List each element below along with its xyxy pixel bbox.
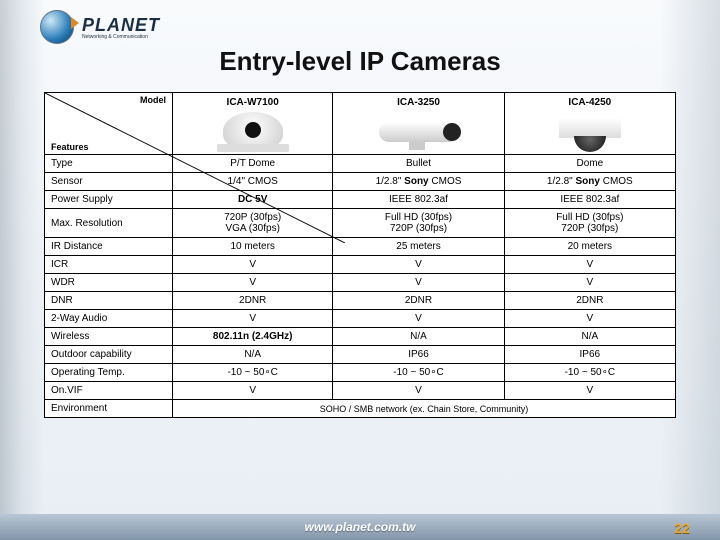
feature-value: Bullet	[333, 155, 504, 173]
feature-value: V	[173, 382, 333, 400]
table-row: On.VIFVVV	[45, 382, 676, 400]
background-left-strip	[0, 0, 45, 540]
feature-value: -10 ~ 50∘C	[333, 364, 504, 382]
feature-value: Full HD (30fps)720P (30fps)	[504, 209, 675, 238]
corner-cell: Model Features	[45, 93, 173, 155]
feature-label: Wireless	[45, 328, 173, 346]
feature-value: V	[504, 310, 675, 328]
environment-row: Environment SOHO / SMB network (ex. Chai…	[45, 400, 676, 418]
spec-table-container: Model Features ICA-W7100 ICA-3250 ICA-42…	[44, 92, 676, 418]
feature-value: 2DNR	[333, 292, 504, 310]
table-row: Power SupplyDC 5VIEEE 802.3afIEEE 802.3a…	[45, 191, 676, 209]
feature-value: 1/2.8" Sony CMOS	[333, 173, 504, 191]
feature-value: V	[504, 256, 675, 274]
feature-value: -10 ~ 50∘C	[173, 364, 333, 382]
feature-value: V	[333, 382, 504, 400]
table-header-row: Model Features ICA-W7100 ICA-3250 ICA-42…	[45, 93, 676, 155]
feature-label: Outdoor capability	[45, 346, 173, 364]
feature-value: V	[173, 274, 333, 292]
logo-text: PLANET	[82, 15, 160, 36]
feature-label: 2-Way Audio	[45, 310, 173, 328]
feature-value: 10 meters	[173, 238, 333, 256]
feature-value: V	[173, 310, 333, 328]
feature-value: N/A	[173, 346, 333, 364]
feature-label: Type	[45, 155, 173, 173]
feature-value: V	[333, 310, 504, 328]
feature-label: Sensor	[45, 173, 173, 191]
table-row: Outdoor capabilityN/AIP66IP66	[45, 346, 676, 364]
environment-value: SOHO / SMB network (ex. Chain Store, Com…	[173, 400, 676, 418]
feature-value: N/A	[333, 328, 504, 346]
feature-value: V	[333, 274, 504, 292]
feature-value: Dome	[504, 155, 675, 173]
feature-label: Max. Resolution	[45, 209, 173, 238]
title-bold: Entry-level	[219, 46, 352, 76]
table-row: IR Distance10 meters25 meters20 meters	[45, 238, 676, 256]
feature-label: Operating Temp.	[45, 364, 173, 382]
table-row: Operating Temp.-10 ~ 50∘C-10 ~ 50∘C-10 ~…	[45, 364, 676, 382]
table-row: Sensor1/4" CMOS1/2.8" Sony CMOS1/2.8" So…	[45, 173, 676, 191]
feature-label: IR Distance	[45, 238, 173, 256]
feature-label: DNR	[45, 292, 173, 310]
header-logo: PLANET Networking & Communication	[40, 10, 160, 44]
feature-value: N/A	[504, 328, 675, 346]
feature-value: 20 meters	[504, 238, 675, 256]
feature-value: V	[173, 256, 333, 274]
page-title: Entry-level IP Cameras	[0, 46, 720, 77]
table-row: Wireless802.11n (2.4GHz)N/AN/A	[45, 328, 676, 346]
model-col-1: ICA-3250	[333, 93, 504, 155]
feature-label: WDR	[45, 274, 173, 292]
spec-table: Model Features ICA-W7100 ICA-3250 ICA-42…	[44, 92, 676, 418]
table-row: DNR2DNR2DNR2DNR	[45, 292, 676, 310]
model-name-0: ICA-W7100	[227, 97, 279, 108]
feature-value: V	[504, 382, 675, 400]
model-name-1: ICA-3250	[397, 97, 440, 108]
corner-model-label: Model	[140, 95, 166, 105]
camera-dome-icon	[559, 118, 621, 138]
title-rest: IP Cameras	[352, 46, 500, 76]
camera-ptz-icon	[223, 112, 283, 150]
model-col-0: ICA-W7100	[173, 93, 333, 155]
footer-url: www.planet.com.tw	[305, 520, 416, 534]
feature-value: V	[333, 256, 504, 274]
feature-value: IP66	[333, 346, 504, 364]
feature-value: 802.11n (2.4GHz)	[173, 328, 333, 346]
table-row: ICRVVV	[45, 256, 676, 274]
feature-value: IEEE 802.3af	[504, 191, 675, 209]
feature-value: Full HD (30fps)720P (30fps)	[333, 209, 504, 238]
planet-globe-icon	[40, 10, 74, 44]
table-row: 2-Way AudioVVV	[45, 310, 676, 328]
feature-value: 25 meters	[333, 238, 504, 256]
feature-label: Power Supply	[45, 191, 173, 209]
feature-value: 2DNR	[504, 292, 675, 310]
table-row: Max. Resolution720P (30fps)VGA (30fps)Fu…	[45, 209, 676, 238]
environment-label: Environment	[45, 400, 173, 418]
feature-value: DC 5V	[173, 191, 333, 209]
page-number: 22	[674, 520, 690, 536]
feature-value: -10 ~ 50∘C	[504, 364, 675, 382]
table-row: WDRVVV	[45, 274, 676, 292]
feature-value: 1/2.8" Sony CMOS	[504, 173, 675, 191]
feature-value: IEEE 802.3af	[333, 191, 504, 209]
feature-value: 720P (30fps)VGA (30fps)	[173, 209, 333, 238]
feature-value: P/T Dome	[173, 155, 333, 173]
table-row: TypeP/T DomeBulletDome	[45, 155, 676, 173]
model-col-2: ICA-4250	[504, 93, 675, 155]
footer-bar: www.planet.com.tw	[0, 514, 720, 540]
feature-label: On.VIF	[45, 382, 173, 400]
model-name-2: ICA-4250	[568, 97, 611, 108]
corner-features-label: Features	[51, 142, 89, 152]
camera-bullet-icon	[379, 122, 459, 142]
feature-label: ICR	[45, 256, 173, 274]
feature-value: 2DNR	[173, 292, 333, 310]
feature-value: IP66	[504, 346, 675, 364]
feature-value: 1/4" CMOS	[173, 173, 333, 191]
feature-value: V	[504, 274, 675, 292]
